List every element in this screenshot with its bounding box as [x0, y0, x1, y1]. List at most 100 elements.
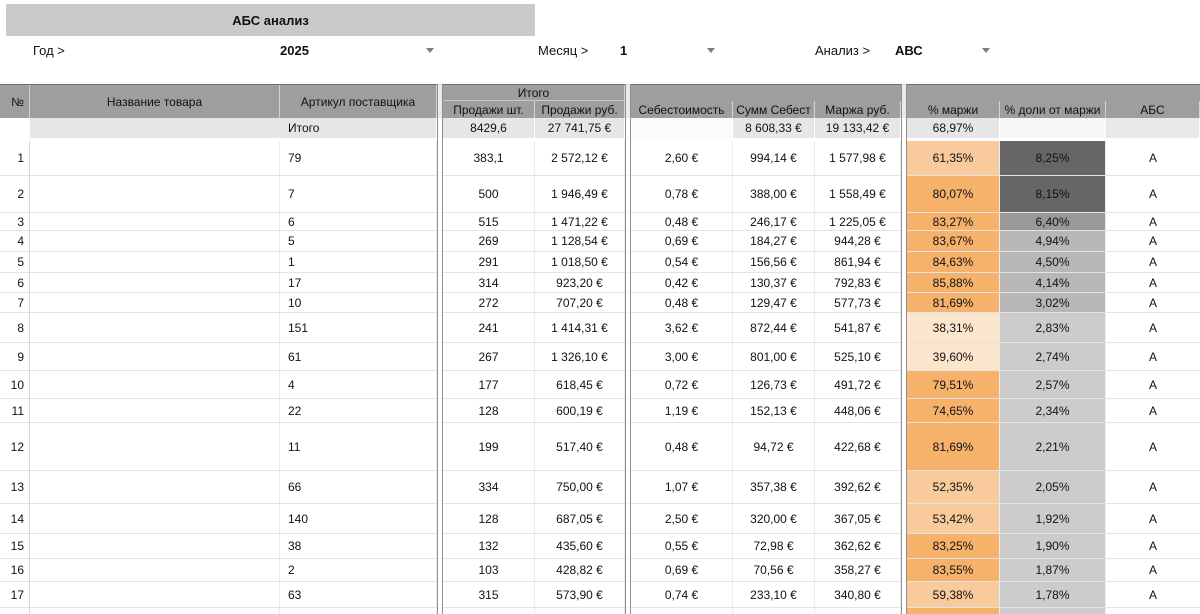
cell-abc[interactable]: А	[1148, 234, 1157, 248]
cell-share-pct[interactable]: 2,57%	[1000, 371, 1106, 398]
cell-name[interactable]	[30, 343, 280, 370]
sheet-tab[interactable]: АБС анализ	[6, 4, 535, 36]
cell-qty[interactable]: 291	[443, 252, 535, 272]
cell-share-pct[interactable]: 3,02%	[1000, 293, 1106, 312]
cell-sales[interactable]: 618,45 €	[535, 371, 625, 398]
cell-name[interactable]	[30, 559, 280, 581]
cell-abc[interactable]: А	[1148, 295, 1157, 310]
totals-sales[interactable]: 27 741,75 €	[535, 118, 625, 138]
cell-sales[interactable]	[535, 608, 625, 614]
cell-num[interactable]: 17	[0, 582, 30, 607]
header-abc[interactable]: АБС	[1106, 101, 1200, 119]
cell-share-pct[interactable]: 2,05%	[1000, 471, 1106, 503]
cell-abc[interactable]: А	[1148, 320, 1157, 335]
cell-abc[interactable]: А	[1148, 480, 1157, 494]
month-dropdown-value[interactable]: 1	[620, 42, 628, 58]
cell-name[interactable]	[30, 273, 280, 292]
header-name[interactable]: Название товара	[30, 85, 280, 118]
cell-qty[interactable]: 241	[443, 313, 535, 342]
cell-sales[interactable]: 750,00 €	[535, 471, 625, 503]
cell-name[interactable]	[30, 582, 280, 607]
cell-sum-cost[interactable]: 246,17 €	[733, 213, 815, 230]
header-sales[interactable]: Продажи руб.	[535, 101, 625, 119]
cell-name[interactable]	[30, 608, 280, 614]
cell-share-pct[interactable]: 1,87%	[1000, 559, 1106, 581]
cell-margin[interactable]: 541,87 €	[815, 313, 901, 342]
cell-cost[interactable]: 0,72 €	[631, 371, 733, 398]
cell-num[interactable]: 15	[0, 534, 30, 558]
cell-abc[interactable]: А	[1148, 187, 1157, 201]
cell-qty[interactable]: 103	[443, 559, 535, 581]
header-margin-pct[interactable]: % маржи	[907, 101, 1000, 119]
cell-cost[interactable]: 0,55 €	[631, 534, 733, 558]
cell-sum-cost[interactable]: 156,56 €	[733, 252, 815, 272]
cell-margin[interactable]: 448,06 €	[815, 399, 901, 422]
cell-article[interactable]: 10	[280, 293, 437, 312]
cell-margin[interactable]: 358,27 €	[815, 559, 901, 581]
cell-margin[interactable]: 861,94 €	[815, 252, 901, 272]
analysis-dropdown-caret-icon[interactable]	[982, 40, 990, 60]
cell-margin-pct[interactable]: 59,38%	[907, 582, 1000, 607]
header-share-pct[interactable]: % доли от маржи	[1000, 101, 1106, 119]
totals-qty[interactable]: 8429,6	[443, 118, 535, 138]
cell-qty[interactable]: 128	[443, 399, 535, 422]
cell-article[interactable]: 17	[280, 273, 437, 292]
cell-margin-pct[interactable]: 61,35%	[907, 141, 1000, 175]
cell-cost[interactable]: 2,50 €	[631, 504, 733, 533]
cell-qty[interactable]: 199	[443, 423, 535, 470]
cell-margin[interactable]: 792,83 €	[815, 273, 901, 292]
cell-name[interactable]	[30, 231, 280, 251]
cell-sales[interactable]: 1 018,50 €	[535, 252, 625, 272]
cell-sum-cost[interactable]: 994,14 €	[733, 141, 815, 175]
cell-cost[interactable]: 1,19 €	[631, 399, 733, 422]
cell-cost[interactable]: 3,62 €	[631, 313, 733, 342]
totals-sum-cost[interactable]: 8 608,33 €	[733, 118, 815, 138]
year-dropdown-caret-icon[interactable]	[426, 40, 434, 60]
cell-article[interactable]: 63	[280, 582, 437, 607]
cell-margin-pct[interactable]: 84,63%	[907, 252, 1000, 272]
header-article[interactable]: Артикул поставщика	[280, 85, 437, 118]
cell-sum-cost[interactable]: 872,44 €	[733, 313, 815, 342]
cell-margin-pct[interactable]: 83,25%	[907, 534, 1000, 558]
cell-article[interactable]: 1	[280, 252, 437, 272]
cell-sum-cost[interactable]: 184,27 €	[733, 231, 815, 251]
cell-margin-pct[interactable]: 81,69%	[907, 423, 1000, 470]
cell-name[interactable]	[30, 213, 280, 230]
cell-num[interactable]	[0, 608, 30, 614]
cell-sales[interactable]: 1 326,10 €	[535, 343, 625, 370]
cell-share-pct[interactable]: 4,94%	[1000, 231, 1106, 251]
cell-margin[interactable]: 340,80 €	[815, 582, 901, 607]
cell-article[interactable]: 5	[280, 231, 437, 251]
cell-margin[interactable]: 577,73 €	[815, 293, 901, 312]
cell-num[interactable]: 1	[0, 141, 30, 175]
cell-abc[interactable]: А	[1148, 511, 1157, 526]
analysis-dropdown-value[interactable]: АВС	[895, 42, 923, 58]
cell-abc[interactable]: А	[1148, 214, 1157, 229]
cell-sum-cost[interactable]: 94,72 €	[733, 423, 815, 470]
cell-article[interactable]: 6	[280, 213, 437, 230]
cell-num[interactable]: 2	[0, 176, 30, 212]
cell-name[interactable]	[30, 293, 280, 312]
cell-cost[interactable]: 3,00 €	[631, 343, 733, 370]
cell-share-pct[interactable]: 2,34%	[1000, 399, 1106, 422]
cell-name[interactable]	[30, 399, 280, 422]
cell-share-pct[interactable]: 1,78%	[1000, 582, 1106, 607]
cell-share-pct[interactable]: 4,14%	[1000, 273, 1106, 292]
cell-num[interactable]: 16	[0, 559, 30, 581]
cell-margin-pct[interactable]: 83,67%	[907, 231, 1000, 251]
cell-abc[interactable]: А	[1148, 539, 1157, 553]
cell-sales[interactable]: 517,40 €	[535, 423, 625, 470]
cell-cost[interactable]: 2,60 €	[631, 141, 733, 175]
cell-abc[interactable]: А	[1148, 255, 1157, 269]
cell-margin-pct[interactable]: 39,60%	[907, 343, 1000, 370]
cell-cost[interactable]: 0,74 €	[631, 582, 733, 607]
cell-qty[interactable]: 314	[443, 273, 535, 292]
cell-sales[interactable]: 2 572,12 €	[535, 141, 625, 175]
cell-abc[interactable]: А	[1148, 377, 1157, 392]
cell-margin-pct[interactable]: 53,42%	[907, 504, 1000, 533]
cell-cost[interactable]: 0,48 €	[631, 423, 733, 470]
cell-sum-cost[interactable]: 70,56 €	[733, 559, 815, 581]
cell-cost[interactable]: 0,78 €	[631, 176, 733, 212]
cell-article[interactable]: 61	[280, 343, 437, 370]
cell-num[interactable]: 3	[0, 213, 30, 230]
